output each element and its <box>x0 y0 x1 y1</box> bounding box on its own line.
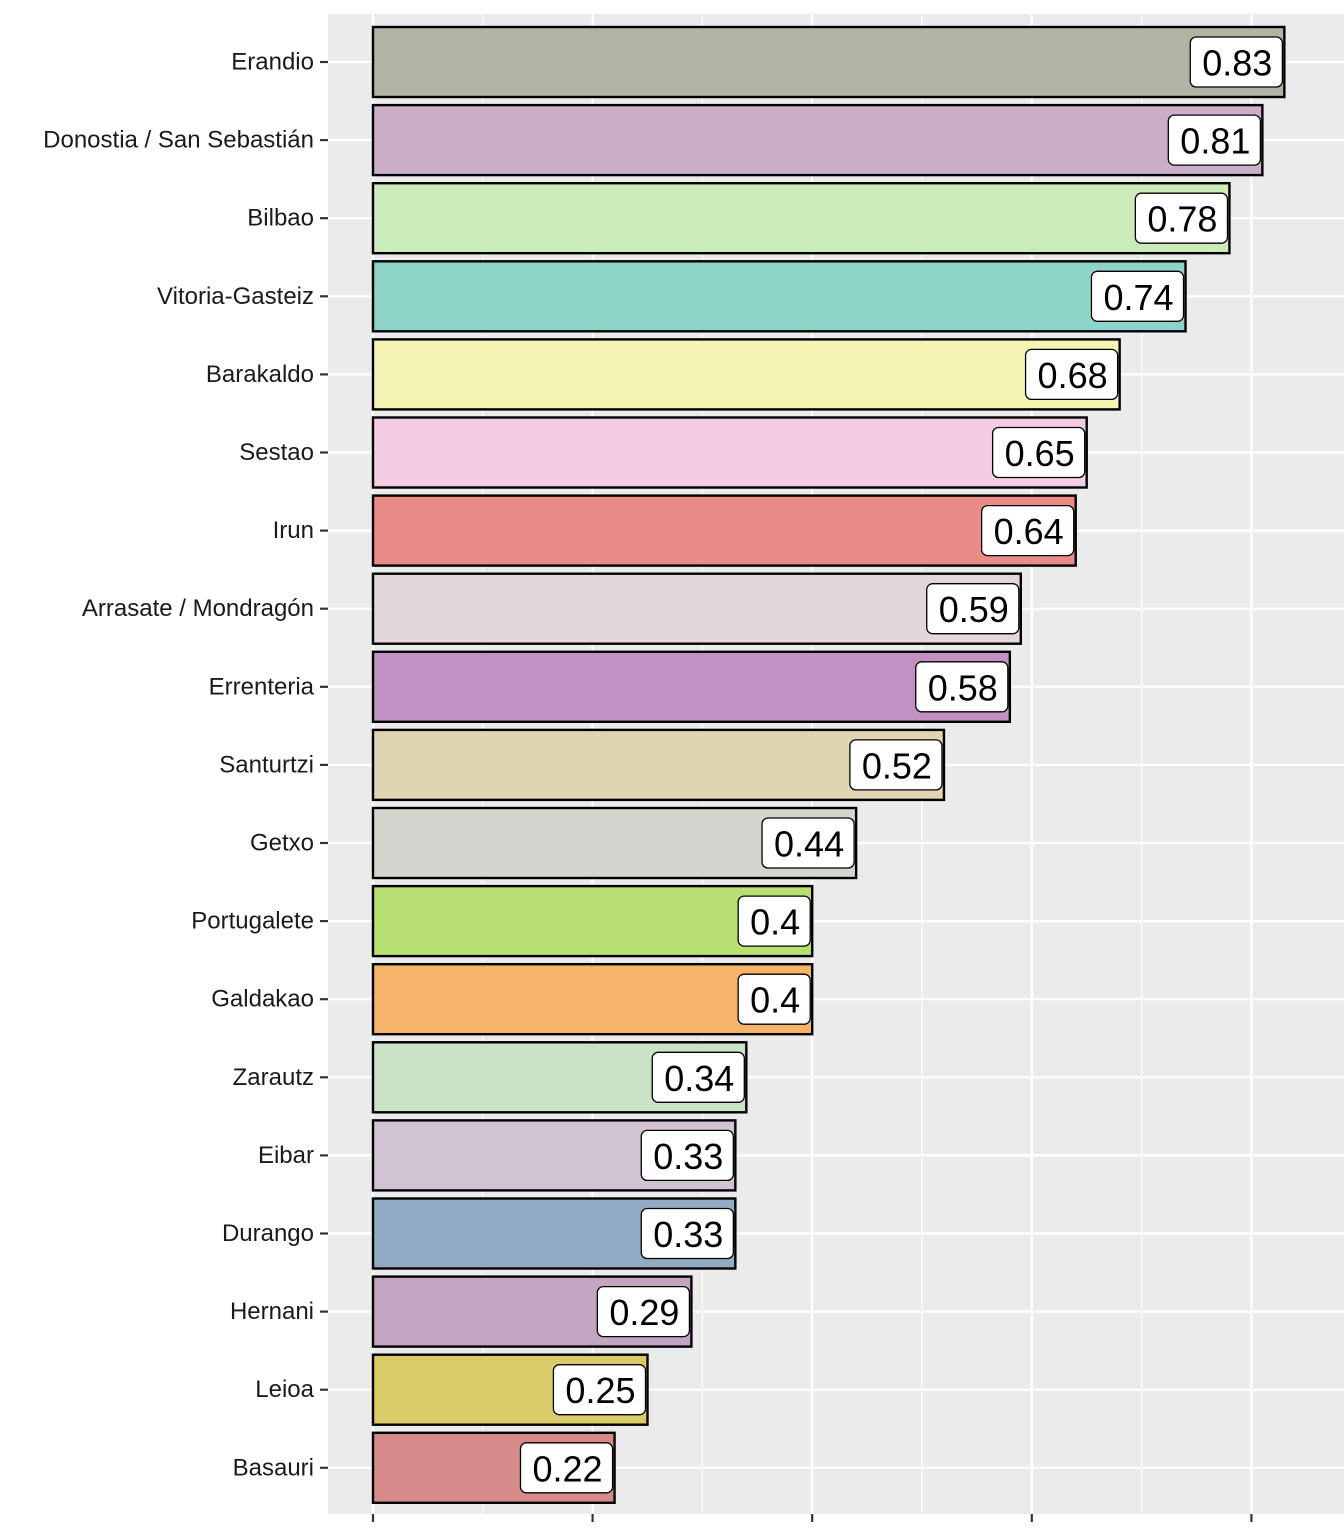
data-label-box <box>926 583 1020 635</box>
data-label: 0.4 <box>737 973 811 1025</box>
y-axis-label: Sestao <box>239 439 314 466</box>
y-axis-label: Galdakao <box>211 986 314 1013</box>
data-label-box <box>552 1364 647 1416</box>
data-label: 0.33 <box>640 1207 734 1260</box>
data-label: 0.68 <box>1024 348 1119 401</box>
data-label: 0.65 <box>991 426 1086 479</box>
data-label: 0.34 <box>651 1051 745 1103</box>
bar <box>371 25 1286 99</box>
data-label-box <box>640 1129 734 1182</box>
data-label-box <box>915 661 1009 713</box>
bar <box>371 494 1077 567</box>
y-axis-label: Durango <box>222 1220 314 1247</box>
data-label-box <box>849 739 943 791</box>
data-labels: 0.83 0.81 0.78 0.74 0.68 0.65 0.64 0.59 0.58 0.52… <box>519 36 1283 1494</box>
bar <box>371 416 1088 489</box>
bar <box>371 728 946 802</box>
data-label-text: 0.59 <box>939 589 1009 630</box>
y-axis-label: Irun <box>273 517 314 544</box>
data-label-box <box>761 817 855 869</box>
y-axis-label: Eibar <box>258 1142 314 1169</box>
data-label-text: 0.81 <box>1180 121 1250 162</box>
data-label-text: 0.22 <box>532 1448 602 1489</box>
data-label-box <box>737 973 811 1025</box>
data-label: 0.33 <box>640 1129 734 1182</box>
data-label-text: 0.29 <box>609 1292 679 1333</box>
data-label: 0.22 <box>519 1442 614 1494</box>
y-axis-label: Errenteria <box>209 673 315 700</box>
data-label-text: 0.33 <box>653 1136 723 1177</box>
y-axis-label: Zarautz <box>233 1064 314 1091</box>
data-label-text: 0.78 <box>1147 199 1217 240</box>
data-label-box <box>1134 192 1229 244</box>
y-axis-label: Basauri <box>233 1454 314 1481</box>
data-label-text: 0.33 <box>653 1214 723 1255</box>
bar <box>371 103 1264 177</box>
y-axis-label: Leioa <box>255 1376 314 1403</box>
data-label-text: 0.83 <box>1202 43 1272 84</box>
data-label-box <box>980 504 1075 557</box>
data-label-box <box>1189 36 1283 88</box>
data-label-text: 0.34 <box>664 1058 734 1099</box>
y-axis-label: Arrasate / Mondragón <box>82 595 314 622</box>
data-label: 0.52 <box>849 739 943 791</box>
bar <box>371 260 1187 333</box>
y-axis-label: Getxo <box>250 830 314 857</box>
data-label: 0.74 <box>1090 270 1185 322</box>
data-label: 0.29 <box>596 1285 691 1338</box>
data-label-text: 0.58 <box>928 667 998 708</box>
bar <box>371 181 1231 255</box>
y-axis-label: Santurtzi <box>219 751 314 778</box>
data-label-box <box>1090 270 1185 322</box>
y-axis-label: Donostia / San Sebastián <box>43 127 314 154</box>
y-axis-label: Hernani <box>230 1298 314 1325</box>
data-label-text: 0.25 <box>565 1370 635 1411</box>
data-label-text: 0.68 <box>1038 355 1108 396</box>
data-label-text: 0.4 <box>750 902 800 943</box>
data-label: 0.78 <box>1134 192 1229 244</box>
data-label-box <box>991 426 1086 479</box>
bar <box>371 338 1121 411</box>
data-label: 0.4 <box>737 895 811 947</box>
data-label-box <box>737 895 811 947</box>
data-label: 0.59 <box>926 583 1020 635</box>
data-label-box <box>1024 348 1119 401</box>
y-axis-label: Erandio <box>231 49 314 76</box>
bar <box>371 572 1023 645</box>
y-axis-label: Bilbao <box>247 205 314 232</box>
y-axis-label: Vitoria-Gasteiz <box>157 283 314 310</box>
data-label: 0.25 <box>552 1364 647 1416</box>
y-axis-label: Barakaldo <box>206 361 314 388</box>
data-label: 0.81 <box>1167 114 1262 166</box>
data-label-text: 0.4 <box>750 980 800 1021</box>
data-label-box <box>596 1285 691 1338</box>
data-label: 0.44 <box>761 817 855 869</box>
axis-ticks <box>320 60 1253 1522</box>
data-label-text: 0.52 <box>862 745 932 786</box>
data-label-box <box>1167 114 1262 166</box>
data-label-text: 0.44 <box>774 824 844 865</box>
y-axis-label: Portugalete <box>191 908 314 935</box>
data-label-text: 0.65 <box>1005 433 1075 474</box>
data-label: 0.83 <box>1189 36 1283 88</box>
data-label: 0.64 <box>980 504 1075 557</box>
data-label-box <box>640 1207 734 1260</box>
data-label-box <box>519 1442 614 1494</box>
data-label-box <box>651 1051 745 1103</box>
bar <box>371 650 1012 723</box>
data-label-text: 0.64 <box>994 511 1064 552</box>
data-label: 0.58 <box>915 661 1009 713</box>
data-label-text: 0.74 <box>1103 277 1173 318</box>
y-axis-labels: Erandio Donostia / San Sebastián Bilbao Vit… <box>43 49 314 1482</box>
